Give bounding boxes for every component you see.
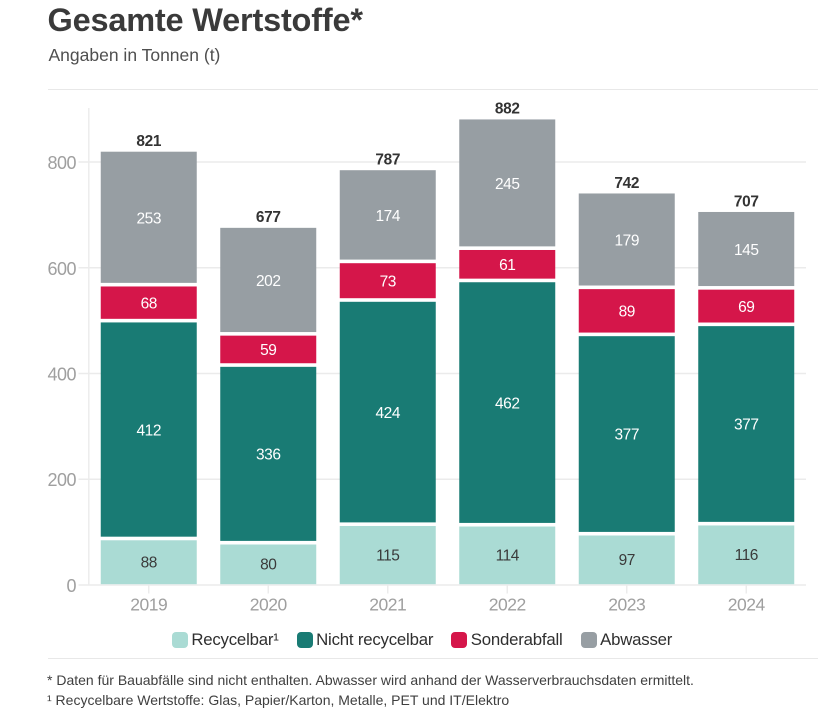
svg-text:2019: 2019 xyxy=(130,594,167,614)
svg-text:462: 462 xyxy=(495,395,520,412)
svg-text:179: 179 xyxy=(614,233,639,250)
svg-text:253: 253 xyxy=(136,210,161,227)
svg-text:2021: 2021 xyxy=(369,594,406,614)
svg-text:2020: 2020 xyxy=(250,594,288,614)
svg-text:115: 115 xyxy=(376,547,399,564)
svg-text:97: 97 xyxy=(619,552,635,569)
svg-text:116: 116 xyxy=(735,547,758,564)
svg-text:377: 377 xyxy=(734,417,759,434)
svg-text:787: 787 xyxy=(375,152,400,169)
svg-text:114: 114 xyxy=(496,548,520,565)
svg-text:2022: 2022 xyxy=(489,594,526,614)
svg-text:202: 202 xyxy=(256,273,281,290)
svg-text:0: 0 xyxy=(66,576,76,596)
svg-text:61: 61 xyxy=(499,257,515,274)
svg-text:88: 88 xyxy=(141,554,157,571)
svg-text:174: 174 xyxy=(375,208,400,225)
svg-text:800: 800 xyxy=(47,153,76,173)
svg-text:742: 742 xyxy=(614,175,639,192)
svg-text:707: 707 xyxy=(734,193,759,210)
svg-text:245: 245 xyxy=(495,176,520,193)
svg-text:68: 68 xyxy=(141,295,157,312)
svg-text:400: 400 xyxy=(47,365,76,385)
svg-text:200: 200 xyxy=(47,470,76,490)
svg-text:412: 412 xyxy=(136,422,161,439)
svg-text:2024: 2024 xyxy=(728,594,766,614)
svg-text:2023: 2023 xyxy=(608,594,645,614)
svg-text:821: 821 xyxy=(136,133,161,150)
svg-text:145: 145 xyxy=(734,242,759,259)
svg-text:600: 600 xyxy=(47,259,76,279)
svg-text:377: 377 xyxy=(614,427,639,444)
svg-text:59: 59 xyxy=(260,342,276,359)
svg-text:73: 73 xyxy=(380,273,396,290)
svg-text:89: 89 xyxy=(619,304,635,321)
svg-text:677: 677 xyxy=(256,209,281,226)
svg-text:80: 80 xyxy=(260,557,277,574)
svg-text:336: 336 xyxy=(256,447,281,464)
svg-text:882: 882 xyxy=(495,101,520,118)
svg-text:69: 69 xyxy=(738,299,754,316)
svg-text:424: 424 xyxy=(375,405,400,422)
